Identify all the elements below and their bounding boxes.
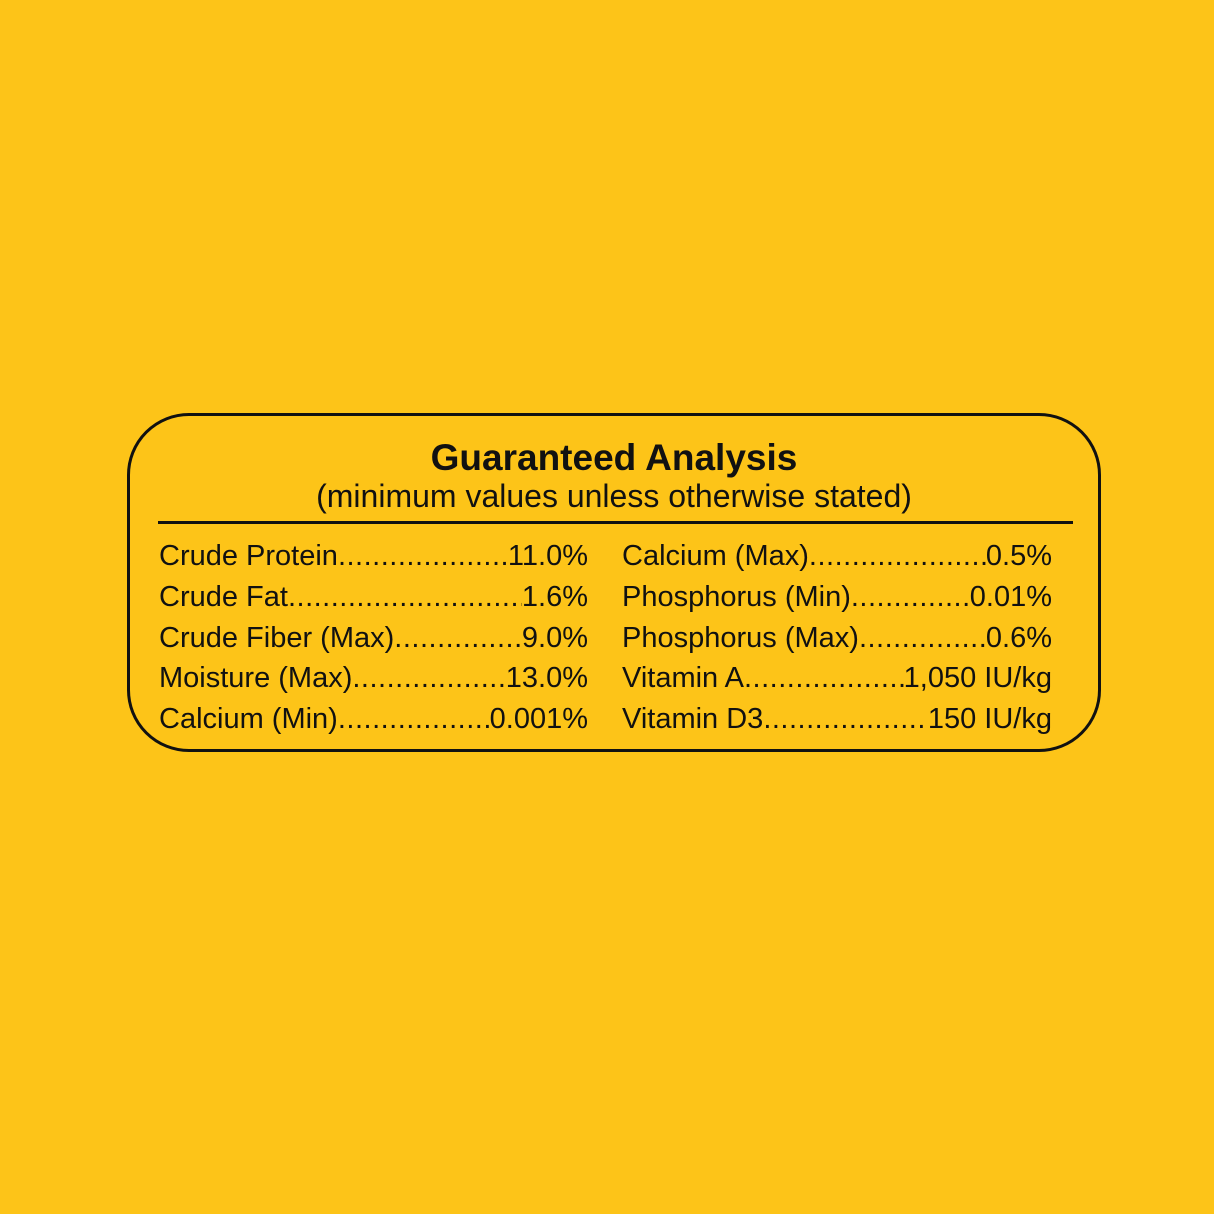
nutrient-label: Crude Protein: [159, 540, 338, 572]
nutrient-label: Crude Fiber (Max): [159, 621, 395, 654]
nutrient-value: 1,050 IU/kg: [903, 662, 1052, 695]
dot-leader: [338, 699, 490, 740]
nutrient-label: Calcium (Max): [622, 540, 809, 572]
divider: [158, 521, 1073, 524]
dot-leader: [352, 658, 505, 699]
right-column: Calcium (Max) 0.5% Phosphorus (Min) 0.01…: [622, 536, 1052, 740]
dot-leader: [859, 618, 986, 659]
panel-title: Guaranteed Analysis: [430, 437, 798, 478]
analysis-row: Phosphorus (Min) 0.01%: [622, 577, 1052, 618]
dot-leader: [851, 577, 970, 618]
nutrient-value: 0.001%: [489, 703, 588, 736]
nutrient-label: Vitamin D3: [622, 703, 764, 736]
nutrient-label: Phosphorus (Max): [622, 621, 859, 654]
analysis-row: Calcium (Max) 0.5%: [622, 536, 1052, 577]
dot-leader: [763, 699, 928, 740]
analysis-row: Crude Protein 11.0%: [159, 536, 588, 577]
analysis-row: Crude Fat 1.6%: [159, 577, 588, 618]
dot-leader: [394, 618, 522, 659]
left-column: Crude Protein 11.0% Crude Fat 1.6% Crude …: [159, 536, 588, 740]
nutrient-value: 150 IU/kg: [927, 703, 1052, 736]
nutrient-label: Vitamin A: [622, 662, 744, 695]
dot-leader: [809, 536, 986, 577]
nutrient-label: Phosphorus (Min): [622, 580, 851, 613]
guaranteed-analysis-panel: Guaranteed Analysis (minimum values unle…: [127, 413, 1101, 752]
analysis-row: Phosphorus (Max) 0.6%: [622, 618, 1052, 659]
dot-leader: [288, 577, 522, 618]
nutrient-value: 11.0%: [507, 540, 588, 572]
nutrient-value: 0.5%: [985, 540, 1052, 572]
dot-leader: [338, 536, 508, 577]
nutrient-label: Calcium (Min): [159, 703, 338, 736]
analysis-row: Moisture (Max) 13.0%: [159, 658, 588, 699]
analysis-row: Calcium (Min) 0.001%: [159, 699, 588, 740]
nutrient-value: 13.0%: [505, 662, 588, 695]
nutrient-value: 1.6%: [521, 580, 588, 613]
nutrient-value: 0.6%: [985, 621, 1052, 654]
panel-subtitle: (minimum values unless otherwise stated): [316, 478, 912, 514]
nutrient-label: Crude Fat: [159, 580, 288, 613]
analysis-row: Vitamin A 1,050 IU/kg: [622, 658, 1052, 699]
analysis-row: Vitamin D3 150 IU/kg: [622, 699, 1052, 740]
dot-leader: [744, 658, 904, 699]
nutrient-value: 9.0%: [521, 621, 588, 654]
nutrient-value: 0.01%: [969, 580, 1052, 613]
analysis-row: Crude Fiber (Max) 9.0%: [159, 618, 588, 659]
nutrient-label: Moisture (Max): [159, 662, 353, 695]
